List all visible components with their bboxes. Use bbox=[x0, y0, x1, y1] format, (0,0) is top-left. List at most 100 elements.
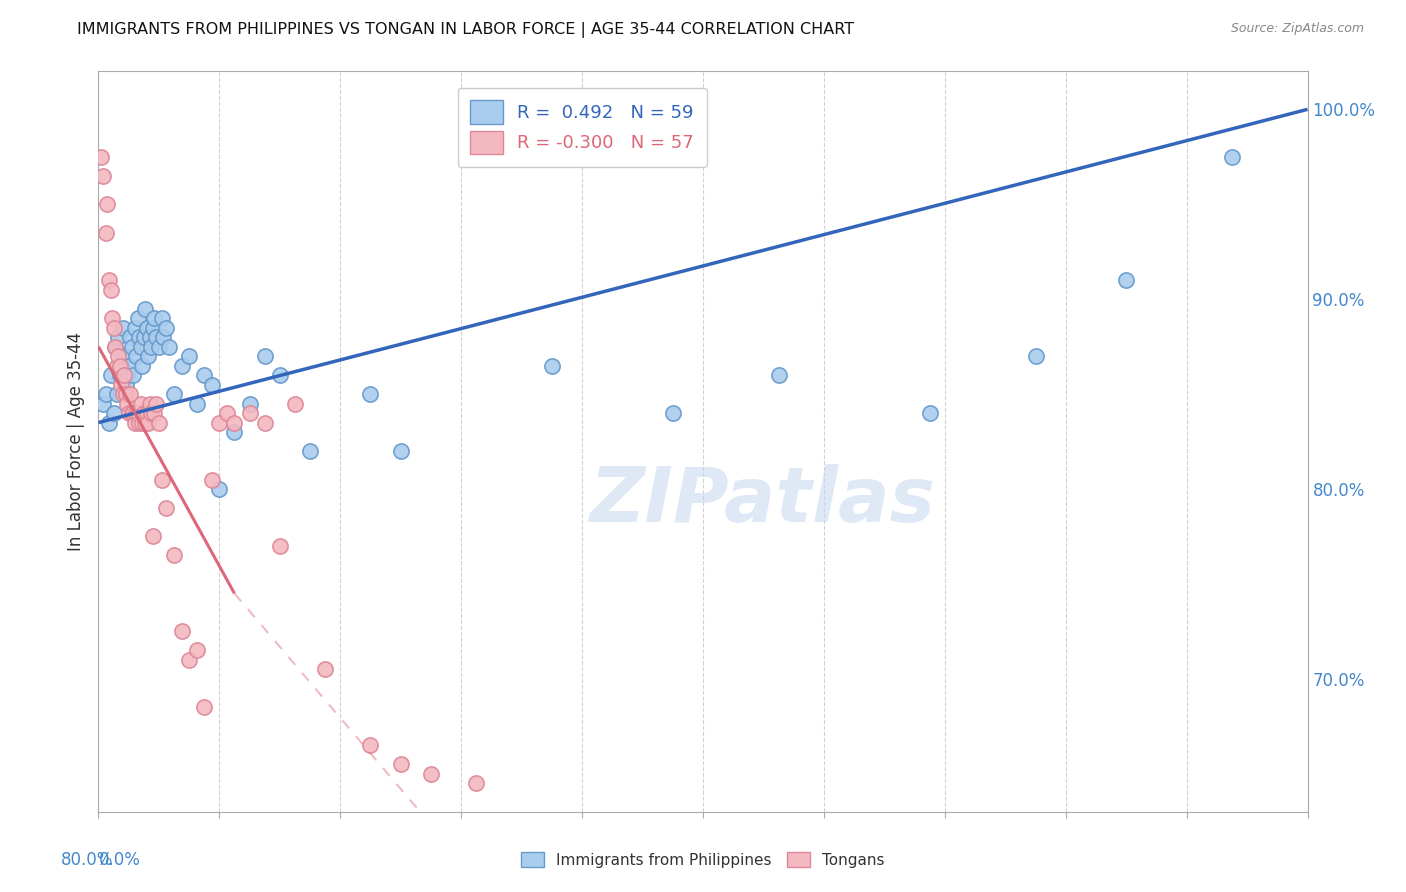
Point bbox=[1115, 273, 1137, 287]
Point bbox=[105, 387, 128, 401]
Point bbox=[208, 416, 231, 430]
Point bbox=[148, 340, 170, 354]
Point bbox=[193, 368, 215, 383]
Legend: R =  0.492   N = 59, R = -0.300   N = 57: R = 0.492 N = 59, R = -0.300 N = 57 bbox=[457, 87, 707, 167]
Point bbox=[170, 624, 193, 639]
Point bbox=[155, 320, 177, 334]
Point bbox=[269, 368, 291, 383]
Point bbox=[105, 359, 128, 373]
Point bbox=[136, 349, 159, 363]
Point bbox=[127, 311, 149, 326]
Point bbox=[98, 273, 121, 287]
Point bbox=[314, 662, 336, 676]
Point bbox=[143, 406, 166, 420]
Point bbox=[125, 406, 148, 420]
Point bbox=[115, 396, 138, 410]
Point bbox=[94, 387, 117, 401]
Point bbox=[139, 396, 162, 410]
Legend: Immigrants from Philippines, Tongans: Immigrants from Philippines, Tongans bbox=[513, 844, 893, 875]
Point bbox=[1220, 150, 1243, 164]
Point bbox=[150, 311, 173, 326]
Point bbox=[132, 330, 155, 344]
Point bbox=[110, 377, 132, 392]
Text: ZIPatlas: ZIPatlas bbox=[591, 464, 936, 538]
Point bbox=[186, 643, 208, 657]
Point bbox=[163, 387, 186, 401]
Point bbox=[148, 416, 170, 430]
Point bbox=[114, 387, 136, 401]
Point bbox=[389, 444, 412, 458]
Point bbox=[420, 766, 443, 780]
Point bbox=[224, 416, 246, 430]
Point bbox=[163, 549, 186, 563]
Point bbox=[253, 349, 276, 363]
Point bbox=[100, 368, 122, 383]
Point bbox=[98, 416, 121, 430]
Point bbox=[918, 406, 941, 420]
Point bbox=[103, 320, 125, 334]
Point bbox=[112, 349, 135, 363]
Point bbox=[269, 539, 291, 553]
Point bbox=[155, 500, 177, 515]
Point bbox=[91, 169, 114, 183]
Point bbox=[121, 406, 143, 420]
Point bbox=[121, 340, 143, 354]
Point bbox=[131, 416, 153, 430]
Point bbox=[1024, 349, 1046, 363]
Point bbox=[136, 416, 159, 430]
Point bbox=[94, 226, 117, 240]
Point bbox=[90, 150, 112, 164]
Point bbox=[159, 340, 181, 354]
Point bbox=[101, 311, 124, 326]
Point bbox=[114, 377, 136, 392]
Point bbox=[124, 416, 146, 430]
Point bbox=[118, 359, 141, 373]
Point bbox=[108, 368, 131, 383]
Point bbox=[152, 330, 174, 344]
Point bbox=[104, 340, 127, 354]
Point bbox=[141, 340, 163, 354]
Point bbox=[134, 416, 156, 430]
Point bbox=[131, 359, 153, 373]
Point bbox=[111, 387, 134, 401]
Point bbox=[115, 368, 138, 383]
Point bbox=[208, 482, 231, 496]
Point bbox=[141, 406, 163, 420]
Point bbox=[100, 283, 122, 297]
Point bbox=[186, 396, 208, 410]
Point bbox=[122, 368, 145, 383]
Text: 80.0%: 80.0% bbox=[60, 851, 114, 869]
Point bbox=[122, 406, 145, 420]
Point bbox=[129, 340, 152, 354]
Point bbox=[142, 320, 165, 334]
Point bbox=[253, 416, 276, 430]
Point bbox=[360, 739, 382, 753]
Point bbox=[299, 444, 322, 458]
Point bbox=[224, 425, 246, 439]
Point bbox=[128, 416, 150, 430]
Point bbox=[110, 359, 132, 373]
Point bbox=[129, 396, 152, 410]
Point bbox=[768, 368, 790, 383]
Point bbox=[107, 349, 129, 363]
Point bbox=[104, 340, 127, 354]
Text: Source: ZipAtlas.com: Source: ZipAtlas.com bbox=[1230, 22, 1364, 36]
Point bbox=[145, 396, 167, 410]
Point bbox=[143, 311, 166, 326]
Point bbox=[170, 359, 193, 373]
Y-axis label: In Labor Force | Age 35-44: In Labor Force | Age 35-44 bbox=[66, 332, 84, 551]
Point bbox=[201, 377, 224, 392]
Point bbox=[139, 330, 162, 344]
Point bbox=[465, 776, 488, 790]
Point bbox=[389, 757, 412, 772]
Point bbox=[142, 529, 165, 543]
Point bbox=[284, 396, 307, 410]
Point bbox=[132, 406, 155, 420]
Point bbox=[135, 320, 157, 334]
Point bbox=[661, 406, 683, 420]
Point bbox=[360, 387, 382, 401]
Point bbox=[118, 406, 141, 420]
Text: IMMIGRANTS FROM PHILIPPINES VS TONGAN IN LABOR FORCE | AGE 35-44 CORRELATION CHA: IMMIGRANTS FROM PHILIPPINES VS TONGAN IN… bbox=[77, 22, 855, 38]
Point bbox=[239, 406, 262, 420]
Point bbox=[124, 320, 146, 334]
